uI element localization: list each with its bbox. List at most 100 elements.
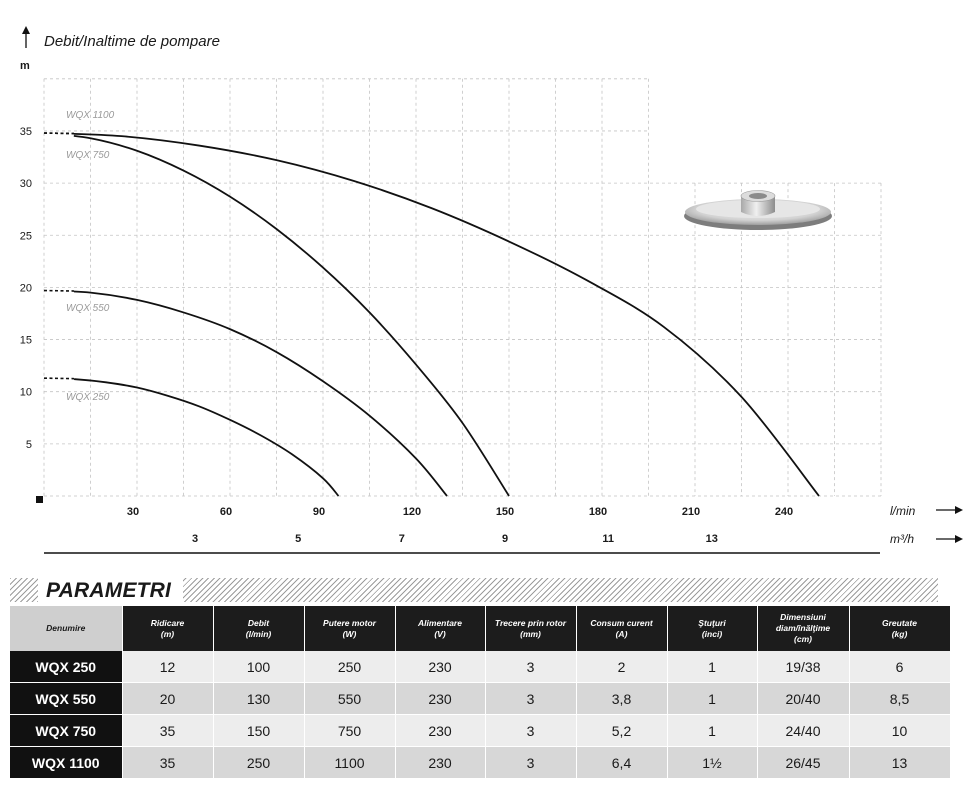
model-name-cell: WQX 550 (10, 682, 123, 715)
x2-tick-label: 13 (706, 533, 718, 545)
parameters-table: Denumire Ridicare (m) Debit (l/min) Putere mo… (10, 606, 951, 779)
table-cell: 130 (213, 682, 305, 715)
table-cell: 13 (849, 746, 951, 779)
series-start-dashed (43, 289, 75, 292)
table-cell: 1 (667, 682, 758, 715)
y-tick-label: 35 (20, 126, 32, 138)
table-cell: 2 (576, 651, 668, 683)
x2-tick-label: 5 (295, 533, 301, 545)
x2-axis-unit: m³/h (890, 532, 914, 546)
x-axis-unit: l/min (890, 504, 916, 518)
table-cell: 750 (304, 714, 396, 747)
series-curve (43, 289, 448, 497)
table-cell: 1 (667, 714, 758, 747)
x2-tick-label: 3 (192, 533, 198, 545)
x2-tick-label: 11 (602, 533, 614, 545)
table-cell: 12 (122, 651, 214, 683)
table-cell: 3 (485, 682, 577, 715)
table-cell: 10 (849, 714, 951, 747)
y-tick-label: 30 (20, 178, 32, 190)
x-tick-label: 30 (127, 506, 139, 518)
y-tick-label: 20 (20, 282, 32, 294)
table-row: WQX 1100 35 250 1100 230 3 6,4 1½ 26/45 13 (10, 746, 951, 779)
series-start-dashed (43, 132, 75, 135)
pump-curve-chart: Debit/Inaltime de pompare m 5 10 15 20 25 30 3… (20, 26, 963, 554)
table-cell: 3 (485, 714, 577, 747)
column-header: Ridicare (m) (122, 606, 214, 651)
table-header-row: Denumire Ridicare (m) Debit (l/min) Putere mo… (10, 606, 951, 651)
series-label: WQX 550 (66, 303, 110, 314)
series-curve (43, 132, 820, 497)
series-curve (43, 132, 510, 497)
x-tick-label: 60 (220, 506, 232, 518)
x-tick-label: 150 (496, 506, 514, 518)
y-tick-label: 25 (20, 230, 32, 242)
y-axis-unit: m (20, 60, 30, 72)
table-cell: 3,8 (576, 682, 668, 715)
table-cell: 20/40 (757, 682, 850, 715)
table-cell: 35 (122, 746, 214, 779)
series-label: WQX 1100 (66, 110, 115, 121)
column-header: Ştuţuri (inci) (667, 606, 758, 651)
model-name-cell: WQX 750 (10, 714, 123, 747)
table-cell: 150 (213, 714, 305, 747)
x2-tick-labels: 3 5 7 9 11 13 (192, 533, 718, 545)
y-tick-label: 15 (20, 335, 32, 347)
series-start-dashed (43, 377, 75, 380)
column-header: Debit (l/min) (213, 606, 305, 651)
table-cell: 1 (667, 651, 758, 683)
model-name-cell: WQX 1100 (10, 746, 123, 779)
series-curves (43, 132, 820, 497)
x-tick-label: 120 (403, 506, 421, 518)
column-header: Trecere prin rotor (mm) (485, 606, 577, 651)
table-cell: 24/40 (757, 714, 850, 747)
model-name-cell: WQX 250 (10, 651, 123, 683)
table-cell: 3 (485, 746, 577, 779)
pump-impeller-photo (684, 190, 832, 230)
table-cell: 230 (395, 682, 486, 715)
column-header: Denumire (10, 606, 123, 651)
table-cell: 3 (485, 651, 577, 683)
table-cell: 230 (395, 746, 486, 779)
y-tick-labels: 5 10 15 20 25 30 35 (20, 126, 32, 451)
grid (43, 78, 882, 497)
parameters-title: PARAMETRI (38, 578, 184, 602)
table-cell: 35 (122, 714, 214, 747)
table-cell: 230 (395, 651, 486, 683)
arrow-right-icon (936, 506, 963, 514)
column-header: Putere motor (W) (304, 606, 396, 651)
y-tick-label: 10 (20, 387, 32, 399)
chart-title: Debit/Inaltime de pompare (44, 33, 220, 50)
origin-marker (36, 496, 43, 503)
table-cell: 6 (849, 651, 951, 683)
x2-tick-label: 9 (502, 533, 508, 545)
arrow-up-icon (22, 26, 30, 34)
arrow-right-icon (936, 535, 963, 543)
table-body: WQX 250 12 100 250 230 3 2 1 19/38 6 WQX 550 20 130 5… (10, 651, 951, 779)
column-header: Alimentare (V) (395, 606, 486, 651)
table-cell: 1½ (667, 746, 758, 779)
x-tick-label: 90 (313, 506, 325, 518)
table-cell: 550 (304, 682, 396, 715)
table-row: WQX 750 35 150 750 230 3 5,2 1 24/40 10 (10, 714, 951, 747)
table-cell: 19/38 (757, 651, 850, 683)
table-row: WQX 250 12 100 250 230 3 2 1 19/38 6 (10, 651, 951, 683)
series-start-dashed (43, 132, 75, 135)
table-row: WQX 550 20 130 550 230 3 3,8 1 20/40 8,5 (10, 682, 951, 715)
x-tick-label: 210 (682, 506, 700, 518)
y-axis (22, 26, 30, 48)
series-label: WQX 250 (66, 392, 110, 403)
column-header: Consum curent (A) (576, 606, 668, 651)
x-tick-labels: 30 60 90 120 150 180 210 240 (127, 506, 793, 518)
table-cell: 1100 (304, 746, 396, 779)
series-labels: WQX 250 WQX 550 WQX 750 WQX 1100 (66, 110, 115, 403)
parameters-header: PARAMETRI (10, 578, 938, 602)
table-cell: 8,5 (849, 682, 951, 715)
series-curve (43, 377, 340, 497)
table-cell: 5,2 (576, 714, 668, 747)
table-cell: 250 (304, 651, 396, 683)
table-cell: 26/45 (757, 746, 850, 779)
column-header: Greutate (kg) (849, 606, 951, 651)
y-tick-label: 5 (26, 439, 32, 451)
column-header: Dimensiuni diam/înălţime (cm) (757, 606, 850, 651)
